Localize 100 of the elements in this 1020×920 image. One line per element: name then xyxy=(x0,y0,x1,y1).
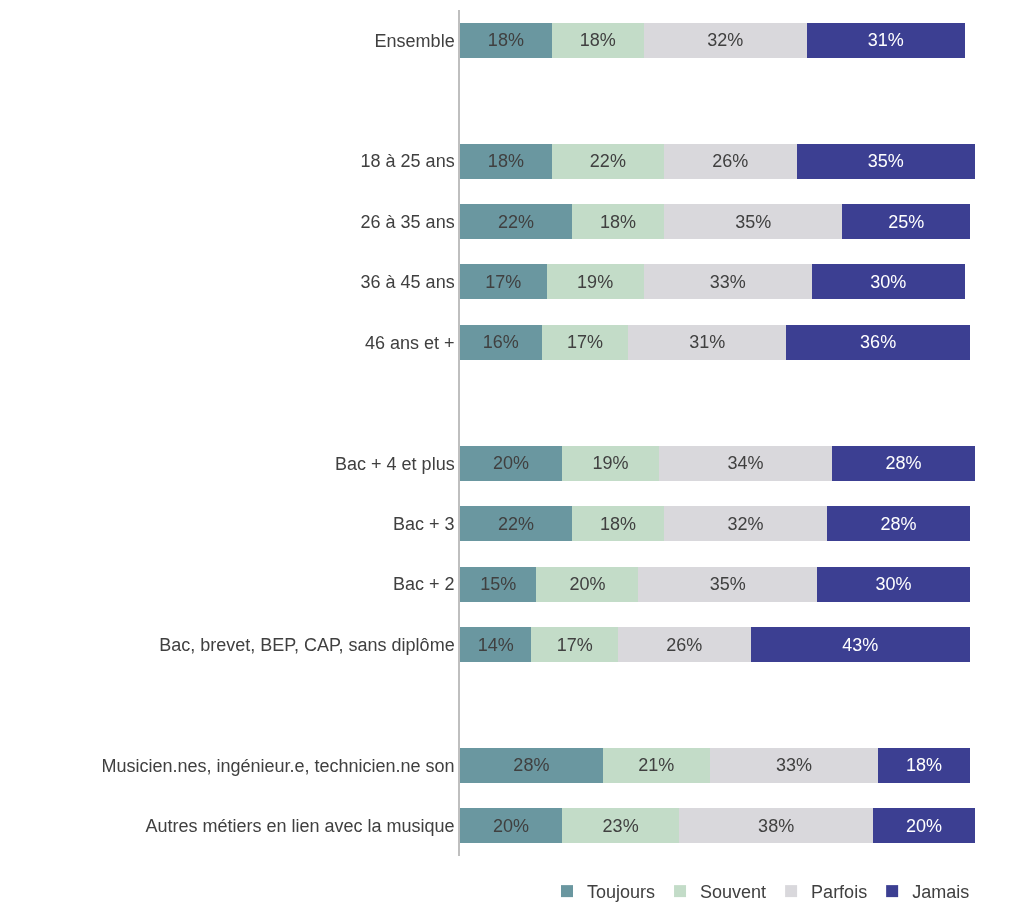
bar xyxy=(811,264,965,300)
data-label: 23% xyxy=(602,815,639,836)
data-label: 35% xyxy=(735,211,772,232)
y-tick-label: 46 ans et + xyxy=(365,332,455,353)
data-label: 18% xyxy=(487,30,524,51)
y-tick-label: Bac + 4 et plus xyxy=(335,453,455,474)
bar xyxy=(663,506,828,542)
data-label: 43% xyxy=(842,634,879,655)
data-label: 20% xyxy=(492,815,530,836)
data-label: 31% xyxy=(689,332,726,353)
y-tick-label: Autres métiers en lien avec la musique xyxy=(145,816,455,837)
bar xyxy=(816,566,970,602)
bar xyxy=(551,22,644,58)
bar xyxy=(460,747,603,783)
bar xyxy=(628,324,787,360)
data-label: 20% xyxy=(492,453,530,474)
y-tick-label: 18 à 25 ans xyxy=(360,151,455,172)
data-label: 35% xyxy=(867,151,904,172)
data-label: 30% xyxy=(870,271,907,292)
bar xyxy=(460,324,542,360)
bar xyxy=(460,626,532,663)
data-label: 33% xyxy=(775,755,812,776)
data-label: 22% xyxy=(498,211,535,232)
data-label: 22% xyxy=(498,513,535,534)
data-label: 19% xyxy=(592,453,629,474)
data-label: 28% xyxy=(880,513,917,534)
y-tick-label: Ensemble xyxy=(374,30,455,51)
bar xyxy=(750,626,970,663)
bar xyxy=(663,203,843,240)
y-tick-label: 36 à 45 ans xyxy=(360,272,455,293)
bar xyxy=(602,747,710,783)
bar xyxy=(827,506,970,542)
data-label: 20% xyxy=(569,574,606,595)
bar xyxy=(531,626,619,663)
bar xyxy=(460,808,562,844)
y-tick-label: Bac, brevet, BEP, CAP, sans diplôme xyxy=(159,634,455,655)
data-label: 35% xyxy=(709,574,746,595)
y-tick-label: 26 à 35 ans xyxy=(360,211,455,232)
data-label: 18% xyxy=(905,755,943,776)
data-label: 30% xyxy=(875,574,912,595)
bar xyxy=(460,22,552,58)
bar xyxy=(551,143,664,179)
bar xyxy=(679,808,874,844)
legend-label: Toujours xyxy=(587,882,656,903)
bar xyxy=(536,566,639,602)
data-label: 38% xyxy=(758,815,795,836)
y-tick-label: Musicien.nes, ingénieur.e, technicien.ne son xyxy=(101,755,455,776)
bar xyxy=(638,566,817,602)
bar xyxy=(658,445,833,481)
bar xyxy=(460,566,537,602)
data-label: 32% xyxy=(707,30,744,51)
data-label: 15% xyxy=(480,574,517,595)
bar xyxy=(618,626,751,663)
bar xyxy=(709,747,879,783)
bar xyxy=(561,445,659,481)
bar xyxy=(460,445,562,481)
legend-label: Souvent xyxy=(700,882,767,903)
data-label: 17% xyxy=(566,332,603,353)
data-label: 20% xyxy=(905,815,943,836)
data-label: 25% xyxy=(888,211,925,232)
bar xyxy=(561,808,680,844)
data-label: 18% xyxy=(600,513,637,534)
data-label: 34% xyxy=(727,453,764,474)
data-label: 28% xyxy=(885,453,922,474)
bar xyxy=(460,143,552,179)
data-label: 31% xyxy=(867,30,904,51)
bar xyxy=(643,22,807,58)
bar xyxy=(643,264,812,300)
bar xyxy=(460,506,573,542)
data-label: 33% xyxy=(709,271,746,292)
bar xyxy=(663,143,797,179)
data-label: 18% xyxy=(487,151,524,172)
data-label: 17% xyxy=(485,271,522,292)
y-tick-label: Bac + 2 xyxy=(393,574,455,595)
legend-label: Jamais xyxy=(912,882,970,903)
y-tick-label: Bac + 3 xyxy=(393,513,455,534)
bar xyxy=(873,808,975,844)
bar xyxy=(796,143,975,179)
bar xyxy=(878,747,970,783)
bar xyxy=(541,324,629,360)
data-label: 26% xyxy=(712,151,749,172)
data-label: 19% xyxy=(577,271,614,292)
bar xyxy=(460,264,547,300)
bar xyxy=(832,445,975,481)
data-label: 18% xyxy=(600,211,637,232)
data-label: 36% xyxy=(860,332,897,353)
bar xyxy=(460,203,573,240)
legend-label: Parfois xyxy=(811,882,868,903)
data-label: 21% xyxy=(638,755,675,776)
data-label: 22% xyxy=(589,151,626,172)
data-label: 32% xyxy=(727,513,764,534)
bar xyxy=(842,203,970,240)
data-label: 17% xyxy=(556,634,593,655)
bar xyxy=(572,506,664,542)
data-label: 26% xyxy=(666,634,703,655)
bar xyxy=(806,22,965,58)
data-label: 16% xyxy=(482,332,519,353)
data-label: 28% xyxy=(513,755,550,776)
data-label: 14% xyxy=(477,634,514,655)
bar xyxy=(546,264,644,300)
